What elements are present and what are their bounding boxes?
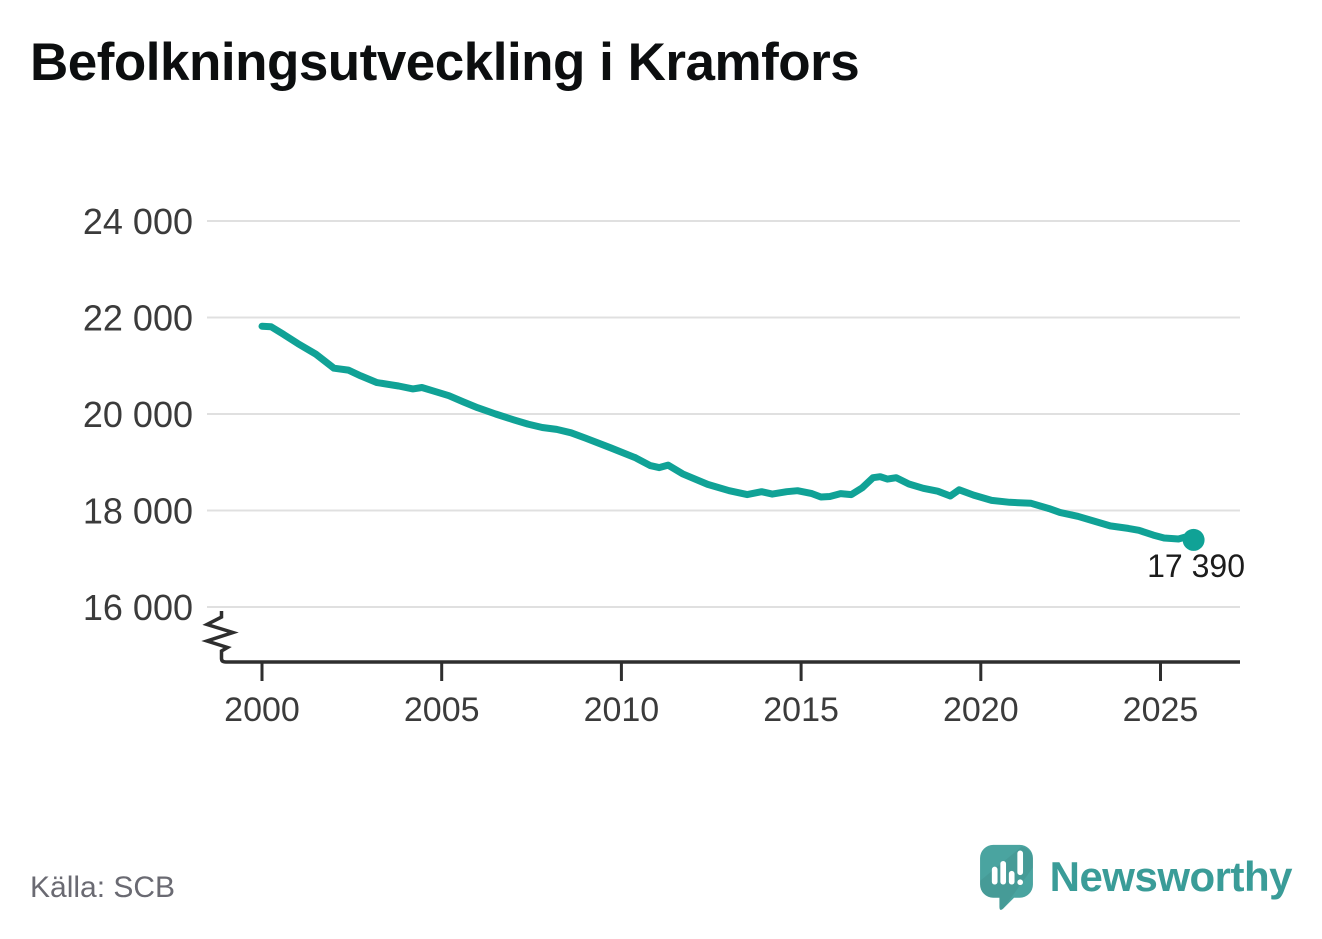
y-tick-label: 20 000 <box>83 394 193 435</box>
latest-value-label: 17 390 <box>1147 548 1245 584</box>
exclamation-bar <box>1016 850 1023 876</box>
bar-1 <box>991 866 998 885</box>
x-axis-labels: 2000 2005 2010 2015 2020 2025 <box>224 691 1198 729</box>
y-axis-labels: 24 000 22 000 20 000 18 000 16 000 <box>83 201 193 628</box>
bar-3 <box>1008 870 1015 885</box>
bar-2 <box>999 860 1006 885</box>
x-axis-ticks <box>260 663 1162 681</box>
newsworthy-wordmark: Newsworthy <box>1049 853 1293 900</box>
x-tick-label: 2025 <box>1123 691 1199 729</box>
x-tick-label: 2005 <box>404 691 480 729</box>
x-tick-label: 2010 <box>584 691 660 729</box>
y-tick-label: 22 000 <box>83 298 193 339</box>
y-tick-label: 24 000 <box>83 201 193 242</box>
x-tick-label: 2020 <box>943 691 1019 729</box>
newsworthy-logo: Newsworthy <box>978 843 1293 911</box>
page-title: Befolkningsutveckling i Kramfors <box>30 33 860 92</box>
exclamation-dot <box>1016 879 1023 886</box>
y-tick-label: 16 000 <box>83 587 193 628</box>
y-tick-label: 18 000 <box>83 491 193 532</box>
latest-value-dot <box>1182 528 1205 551</box>
source-note: Källa: SCB <box>30 871 176 904</box>
population-series-line <box>258 322 1198 544</box>
x-axis-with-break <box>201 611 1240 664</box>
newsworthy-logo-icon <box>979 844 1033 910</box>
x-tick-label: 2000 <box>224 691 300 729</box>
gridlines <box>207 220 1240 608</box>
x-tick-label: 2015 <box>763 691 839 729</box>
